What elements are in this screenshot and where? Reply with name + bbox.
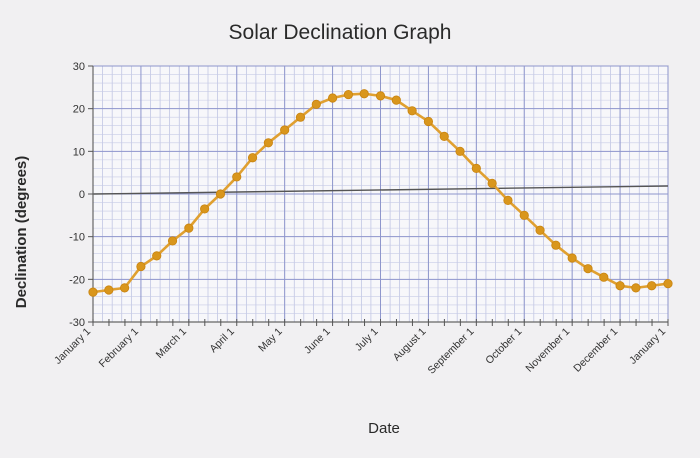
data-point — [439, 131, 449, 141]
y-tick-label: 10 — [73, 146, 85, 158]
data-point — [599, 272, 609, 282]
data-point — [567, 253, 577, 263]
data-point — [407, 106, 417, 116]
data-point — [647, 281, 657, 291]
data-point — [487, 178, 497, 188]
data-point — [88, 287, 98, 297]
data-point — [280, 125, 290, 135]
x-tick-label: January 1 — [52, 326, 93, 367]
zero-line — [92, 185, 669, 195]
data-point — [120, 283, 130, 293]
data-point — [152, 251, 162, 261]
data-point — [455, 146, 465, 156]
series-layer — [88, 89, 673, 297]
y-tick-label: -30 — [69, 317, 85, 329]
x-tick-label: May 1 — [256, 326, 285, 355]
x-tick-label: November 1 — [523, 326, 572, 375]
data-point — [391, 95, 401, 105]
data-point — [263, 138, 273, 148]
data-point — [343, 89, 353, 100]
data-point — [359, 89, 369, 99]
y-tick-label: 0 — [79, 189, 85, 201]
x-tick-label: August 1 — [391, 326, 429, 364]
y-tick-label: 30 — [73, 61, 85, 73]
y-tick-label: -10 — [69, 232, 85, 244]
data-point — [104, 285, 114, 295]
data-point — [215, 189, 226, 199]
data-point — [615, 281, 625, 291]
data-point — [375, 91, 386, 101]
grid — [92, 65, 669, 323]
x-tick-label: April 1 — [207, 326, 237, 356]
x-tick-label: March 1 — [154, 326, 189, 361]
x-tick-label: February 1 — [97, 326, 142, 371]
chart-title: Solar Declination Graph — [229, 21, 452, 44]
data-point — [631, 283, 641, 293]
axes — [88, 65, 669, 326]
data-point — [503, 195, 513, 205]
data-point — [136, 261, 146, 272]
data-point — [311, 99, 321, 110]
data-point — [583, 264, 593, 274]
data-point — [247, 153, 258, 163]
y-tick-label: 20 — [73, 104, 85, 116]
data-point — [295, 112, 306, 122]
x-tick-label: December 1 — [571, 326, 620, 375]
x-tick-label: September 1 — [425, 326, 476, 377]
data-point — [423, 116, 434, 127]
y-tick-label: -20 — [69, 274, 85, 286]
data-point — [327, 93, 338, 103]
data-point — [200, 204, 210, 214]
data-point — [167, 236, 178, 246]
y-axis-title: Declination (degrees) — [13, 156, 30, 309]
data-point — [663, 278, 673, 289]
data-point — [232, 172, 242, 182]
data-point — [551, 240, 561, 250]
x-tick-label: October 1 — [483, 326, 524, 367]
data-point — [471, 163, 481, 173]
x-tick-label: July 1 — [353, 326, 381, 354]
data-point — [184, 223, 194, 233]
data-point — [519, 210, 529, 220]
data-point — [535, 225, 545, 235]
x-tick-label: January 1 — [627, 326, 668, 367]
x-tick-label: June 1 — [302, 326, 333, 357]
x-axis-title: Date — [368, 420, 400, 437]
